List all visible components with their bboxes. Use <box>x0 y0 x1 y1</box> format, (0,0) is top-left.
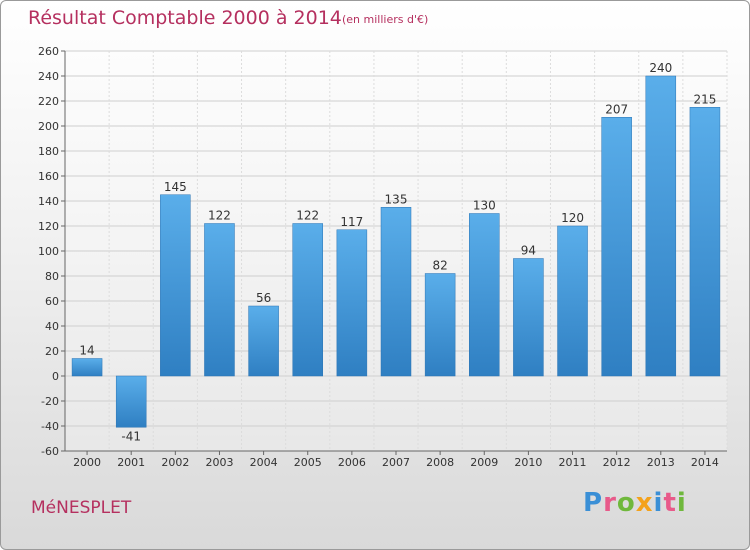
data-label: 94 <box>521 244 536 258</box>
x-tick-label: 2012 <box>603 456 631 469</box>
y-tick-label: -40 <box>41 420 59 433</box>
y-tick-label: 200 <box>38 120 59 133</box>
data-label: -41 <box>121 429 141 443</box>
x-tick-label: 2000 <box>73 456 101 469</box>
data-label: 56 <box>256 291 271 305</box>
bar <box>160 194 191 377</box>
bar <box>336 229 368 377</box>
y-tick-label: 20 <box>45 345 59 358</box>
bar <box>204 223 235 377</box>
bar <box>469 213 500 377</box>
y-tick-label: 120 <box>38 220 59 233</box>
data-label: 122 <box>208 209 231 223</box>
data-label: 130 <box>473 199 496 213</box>
y-tick-label: 260 <box>38 45 59 58</box>
bar <box>292 223 323 377</box>
y-tick-label: -60 <box>41 445 59 458</box>
data-label: 145 <box>164 180 187 194</box>
bar <box>248 305 279 377</box>
bar <box>115 375 147 428</box>
data-label: 82 <box>432 259 447 273</box>
bar <box>71 358 103 377</box>
logo-letter: i <box>653 488 664 518</box>
y-tick-label: 180 <box>38 145 59 158</box>
x-tick-label: 2003 <box>205 456 233 469</box>
data-label: 135 <box>385 192 408 206</box>
x-tick-label: 2002 <box>161 456 189 469</box>
bar <box>513 258 544 377</box>
y-tick-label: 0 <box>52 370 59 383</box>
labels: -60 -40 -20 0 20 40 60 80 100 120 140 160 180 200 220 2… <box>38 45 719 469</box>
logo-letter: P <box>583 488 604 518</box>
bar <box>380 207 412 377</box>
y-tick-label: 140 <box>38 195 59 208</box>
chart-title: Résultat Comptable 2000 à 2014 <box>28 7 342 29</box>
data-label: 117 <box>340 215 363 229</box>
x-tick-label: 2008 <box>426 456 454 469</box>
logo-letter: o <box>616 488 636 518</box>
chart-subtitle: (en milliers d'€) <box>342 13 429 26</box>
x-tick-label: 2011 <box>559 456 587 469</box>
y-tick-label: 40 <box>45 320 59 333</box>
axes <box>61 50 727 455</box>
bars <box>71 75 721 428</box>
commune-name: MéNESPLET <box>31 498 132 518</box>
data-label: 207 <box>605 102 628 116</box>
x-tick-label: 2013 <box>647 456 675 469</box>
bar <box>645 75 677 377</box>
data-label: 122 <box>296 209 319 223</box>
y-tick-label: 220 <box>38 95 59 108</box>
bar <box>601 117 632 377</box>
x-tick-label: 2007 <box>382 456 410 469</box>
x-tick-label: 2009 <box>470 456 498 469</box>
logo-letter: r <box>603 488 617 518</box>
data-label: 120 <box>561 211 584 225</box>
logo-letter: t <box>663 488 677 518</box>
x-tick-label: 2001 <box>117 456 145 469</box>
y-tick-label: 160 <box>38 170 59 183</box>
proxiti-logo: Proxiti <box>583 488 687 518</box>
y-tick-label: 80 <box>45 270 59 283</box>
bar <box>689 107 721 377</box>
x-tick-label: 2004 <box>250 456 278 469</box>
x-tick-label: 2014 <box>691 456 719 469</box>
x-tick-label: 2005 <box>294 456 322 469</box>
data-label: 240 <box>649 61 672 75</box>
y-tick-label: 60 <box>45 295 59 308</box>
bar <box>557 225 588 377</box>
data-label: 215 <box>693 92 716 106</box>
logo-letter: i <box>676 488 687 518</box>
data-label: 14 <box>79 344 94 358</box>
y-tick-label: 100 <box>38 245 59 258</box>
logo-letter: x <box>635 488 654 518</box>
bar <box>424 273 456 377</box>
x-tick-label: 2006 <box>338 456 366 469</box>
y-tick-label: -20 <box>41 395 59 408</box>
x-tick-label: 2010 <box>514 456 542 469</box>
y-tick-label: 240 <box>38 70 59 83</box>
